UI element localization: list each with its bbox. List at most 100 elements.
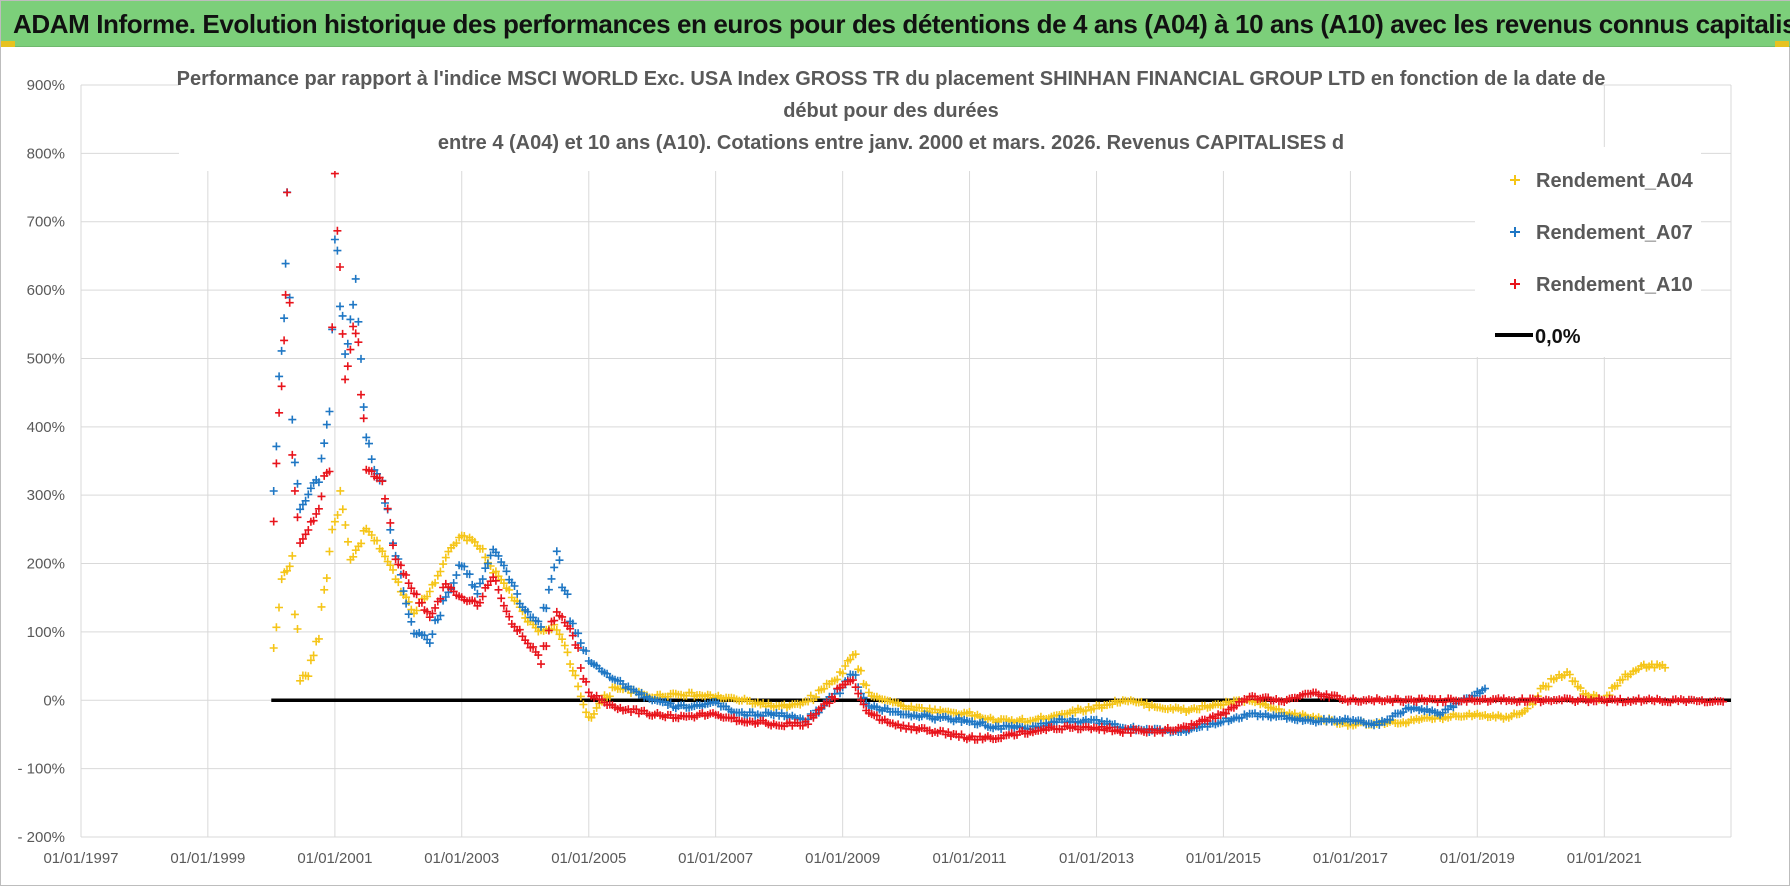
data-point [367,467,376,476]
data-point [346,315,355,324]
data-point [558,635,567,644]
data-point [582,647,591,655]
data-point [322,574,331,583]
data-point [317,492,326,501]
data-point [436,594,445,603]
chart-title-line: entre 4 (A04) et 10 ans (A10). Cotations… [438,132,1344,154]
data-point [856,666,865,675]
data-point [576,664,585,672]
data-point [304,672,313,681]
data-point [428,630,437,639]
data-point [470,537,479,546]
data-point [293,513,302,522]
data-point [513,589,522,598]
data-point [582,677,591,686]
legend-label-Rendement_A04: Rendement_A04 [1536,170,1694,192]
data-point [293,625,302,633]
data-point [420,631,429,640]
data-point [349,552,358,561]
data-point [470,582,479,591]
data-point [804,697,813,706]
data-point [285,562,294,571]
data-point [544,585,553,594]
data-point [523,639,532,648]
data-point [1184,724,1193,733]
report-banner: ADAM Informe. Evolution historique des p… [1,1,1790,47]
data-point [290,458,299,467]
data-point [285,298,294,307]
data-point [296,505,305,514]
data-point [436,567,445,576]
data-point [830,694,839,703]
data-point [841,662,850,670]
data-point [269,487,278,495]
data-point [304,490,313,499]
chart-legend: Rendement_A04 Rendement_A07 Rendement_A10 0… [1475,147,1701,357]
data-point [1565,670,1574,679]
data-point [534,651,543,660]
data-point [574,629,583,638]
data-point [555,630,564,639]
data-point [529,642,538,651]
data-point [383,504,392,513]
x-tick-label: 01/01/2011 [933,850,1007,867]
data-point [354,338,363,347]
data-point [341,375,350,384]
data-point [428,609,437,618]
banner-accent-right [1775,41,1789,47]
data-point [510,582,519,590]
data-point [481,553,490,562]
data-point [288,415,297,424]
x-tick-label: 01/01/2015 [1186,850,1261,867]
data-point [804,720,813,729]
data-point [283,188,292,197]
chart-title-line: Performance par rapport à l'indice MSCI … [177,68,1606,90]
data-point [296,539,305,548]
data-point [328,323,337,332]
data-point [381,552,389,561]
data-point [425,587,434,596]
data-point [499,601,508,610]
data-point [637,689,646,697]
data-point [336,263,344,271]
data-point [494,551,503,560]
data-point [505,612,514,621]
data-point [378,547,387,556]
data-point [275,408,284,417]
legend-label-zero-line: 0,0% [1535,326,1581,348]
y-tick-label: 700% [27,214,65,231]
data-point [1523,704,1532,713]
data-point [277,382,286,391]
data-point [325,467,334,476]
data-point [407,584,416,593]
series-Rendement_A07 [269,188,1489,737]
data-point [338,329,347,338]
data-point [872,711,881,720]
data-point [483,559,492,568]
x-tick-label: 01/01/2009 [805,850,880,867]
data-point [1481,684,1489,693]
data-point [362,433,371,442]
data-point [325,407,334,416]
data-point [304,526,313,534]
data-point [568,619,577,628]
legend-marker-Rendement_A04 [1510,175,1520,185]
data-point [402,571,411,579]
data-point [288,450,297,459]
data-point [590,709,598,718]
data-point [582,708,591,717]
data-point [473,589,482,598]
data-point [314,478,323,487]
data-point [862,681,871,690]
data-point [523,607,532,616]
data-point [357,390,365,399]
data-point [1571,677,1580,686]
data-point [452,571,461,580]
data-point [399,587,408,596]
data-point [566,624,575,633]
data-point [301,530,310,539]
data-point [389,541,397,550]
data-point [851,671,860,679]
y-tick-label: - 100% [17,761,65,778]
